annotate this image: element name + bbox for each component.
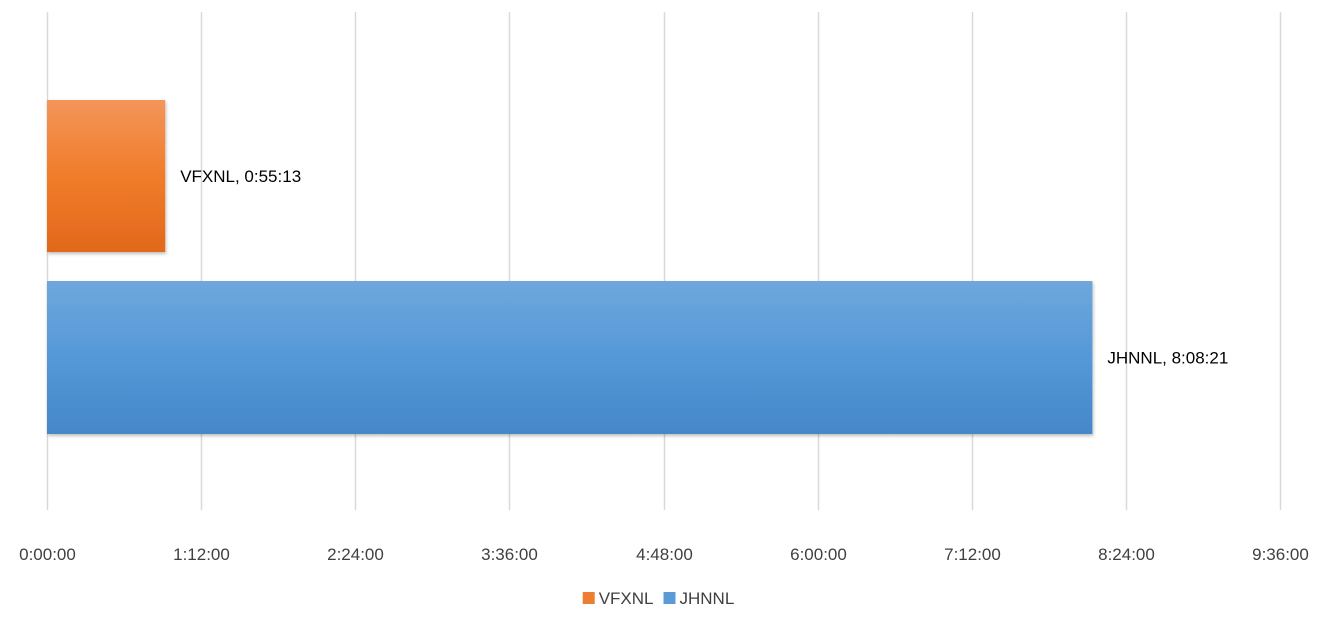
bars bbox=[47, 100, 1093, 434]
bar-vfxnl bbox=[47, 100, 166, 252]
x-tick-label: 7:12:00 bbox=[944, 545, 1001, 564]
x-tick-label: 6:00:00 bbox=[790, 545, 847, 564]
legend-swatch-vfxnl bbox=[582, 592, 595, 604]
bar-jhnnl bbox=[47, 281, 1093, 434]
legend-item-vfxnl: VFXNL bbox=[582, 589, 654, 608]
legend-label-jhnnl: JHNNL bbox=[680, 589, 735, 608]
x-tick-label: 8:24:00 bbox=[1098, 545, 1155, 564]
legend-label-vfxnl: VFXNL bbox=[599, 589, 654, 608]
x-tick-label: 9:36:00 bbox=[1252, 545, 1309, 564]
gridlines bbox=[46, 12, 1282, 510]
x-tick-label: 0:00:00 bbox=[19, 545, 76, 564]
data-label-jhnnl: JHNNL, 8:08:21 bbox=[1107, 349, 1228, 368]
x-tick-label: 1:12:00 bbox=[173, 545, 230, 564]
legend-item-jhnnl: JHNNL bbox=[663, 589, 735, 608]
x-axis-tick-labels: 0:00:00 1:12:00 2:24:00 3:36:00 4:48:00 6:00:… bbox=[19, 545, 1309, 564]
legend-swatch-jhnnl bbox=[663, 592, 676, 604]
x-tick-label: 2:24:00 bbox=[327, 545, 384, 564]
x-tick-label: 4:48:00 bbox=[636, 545, 693, 564]
legend: VFXNL JHNNL bbox=[582, 589, 735, 608]
x-tick-label: 3:36:00 bbox=[481, 545, 538, 564]
data-label-vfxnl: VFXNL, 0:55:13 bbox=[180, 167, 301, 186]
data-labels: VFXNL, 0:55:13 JHNNL, 8:08:21 bbox=[180, 167, 1228, 368]
